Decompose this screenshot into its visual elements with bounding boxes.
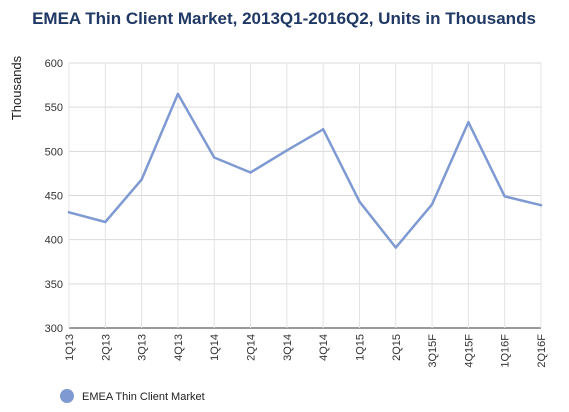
x-tick-label: 3Q13 [137, 334, 149, 361]
x-tick-label: 1Q16F [500, 334, 512, 368]
legend-marker [60, 389, 74, 403]
x-tick-label: 1Q14 [209, 334, 221, 361]
x-tick-label: 3Q14 [282, 334, 294, 361]
data-point [213, 156, 216, 159]
series-layer [67, 92, 543, 249]
y-tick-label: 350 [45, 279, 63, 291]
data-point [285, 149, 289, 152]
data-point [467, 120, 470, 124]
x-tick-label: 1Q13 [64, 334, 76, 361]
x-tick-label: 2Q16F [536, 334, 548, 368]
data-point [430, 203, 434, 206]
x-tick-label: 1Q15 [354, 334, 366, 361]
x-tick-label: 2Q13 [100, 334, 112, 361]
data-point [67, 211, 71, 214]
data-point [321, 128, 325, 131]
y-tick-label: 300 [45, 323, 63, 335]
data-point [104, 220, 107, 224]
y-tick-label: 500 [45, 146, 63, 158]
x-tick-label: 2Q14 [246, 334, 258, 361]
data-point [394, 246, 397, 249]
x-axis-ticks: 1Q13 2Q13 3Q13 4Q13 1Q14 2Q14 3Q14 4Q14 1Q15 2Q15… [64, 334, 548, 368]
gridlines [68, 62, 542, 329]
chart-title: EMEA Thin Client Market, 2013Q1-2016Q2, … [32, 9, 536, 28]
data-point [358, 200, 361, 203]
y-axis-title: Thousands [9, 55, 24, 120]
x-tick-label: 3Q15F [427, 334, 439, 368]
y-tick-label: 550 [45, 102, 63, 114]
legend-label: EMEA Thin Client Market [82, 391, 205, 403]
x-tick-label: 4Q14 [318, 334, 330, 361]
x-tick-label: 2Q15 [391, 334, 403, 361]
data-point [140, 178, 143, 181]
x-tick-label: 4Q15F [463, 334, 475, 368]
x-tick-label: 4Q13 [173, 334, 185, 361]
data-point [503, 195, 506, 198]
y-axis-ticks: 300 350 400 450 500 550 600 [45, 58, 63, 335]
series-line-0 [67, 92, 543, 249]
data-point [249, 171, 252, 174]
data-point [539, 204, 543, 207]
data-point [176, 92, 180, 96]
y-tick-label: 400 [45, 235, 63, 247]
y-tick-label: 450 [45, 191, 63, 203]
y-tick-label: 600 [45, 58, 63, 70]
legend: EMEA Thin Client Market [60, 389, 205, 403]
